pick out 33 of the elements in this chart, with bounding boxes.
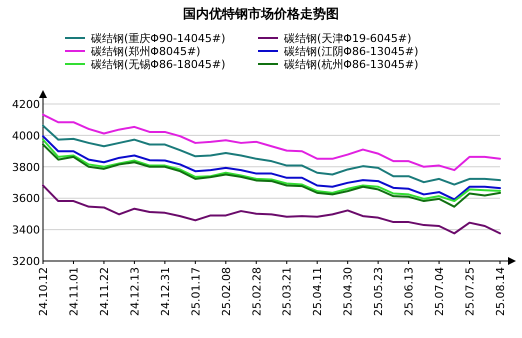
legend-label: 碳结钢(江阴Φ86-13045#) <box>283 45 418 58</box>
x-tick-label: 25.04.30 <box>342 267 355 316</box>
line-series <box>42 124 501 186</box>
x-tick-label: 25.02.08 <box>220 267 233 316</box>
x-tick-label: 24.12.13 <box>128 267 142 316</box>
x-tick-label: 25.07.04 <box>433 267 446 316</box>
x-tick-label: 25.05.23 <box>372 267 386 316</box>
x-tick-label: 25.07.25 <box>464 267 477 316</box>
x-tick-label: 24.11.22 <box>98 267 111 316</box>
legend-label: 碳结钢(天津Φ19-6045#) <box>283 32 412 45</box>
y-tick-label: 3600 <box>12 192 40 206</box>
y-tick-label: 4200 <box>12 98 40 111</box>
line-series <box>42 144 501 208</box>
y-tick-label: 3800 <box>12 160 40 174</box>
chart-title: 国内优特钢市场价格走势图 <box>183 6 339 22</box>
y-tick-label: 3400 <box>12 224 40 237</box>
legend-label: 碳结钢(重庆Φ90-14045#) <box>90 32 226 45</box>
x-tick-label: 24.12.31 <box>158 267 172 316</box>
x-tick-label: 24.10.12 <box>37 267 50 316</box>
x-tick-label: 25.06.13 <box>402 267 416 316</box>
x-tick-label: 25.02.28 <box>250 267 264 316</box>
x-tick-label: 25.04.11 <box>311 267 324 316</box>
x-tick-label: 25.03.21 <box>280 267 294 316</box>
y-tick-label: 4000 <box>12 129 40 142</box>
x-tick-label: 25.01.17 <box>189 267 202 316</box>
x-tick-label: 25.08.14 <box>494 267 507 316</box>
legend-label: 碳结钢(杭州Φ86-13045#) <box>283 58 418 71</box>
line-series <box>42 114 501 172</box>
x-tick-label: 24.11.01 <box>67 267 80 316</box>
y-tick-label: 3200 <box>12 255 40 268</box>
legend-label: 碳结钢(郑州Φ8045#) <box>90 45 200 58</box>
legend-label: 碳结钢(无锡Φ86-18045#) <box>90 58 226 71</box>
line-series <box>42 184 501 234</box>
